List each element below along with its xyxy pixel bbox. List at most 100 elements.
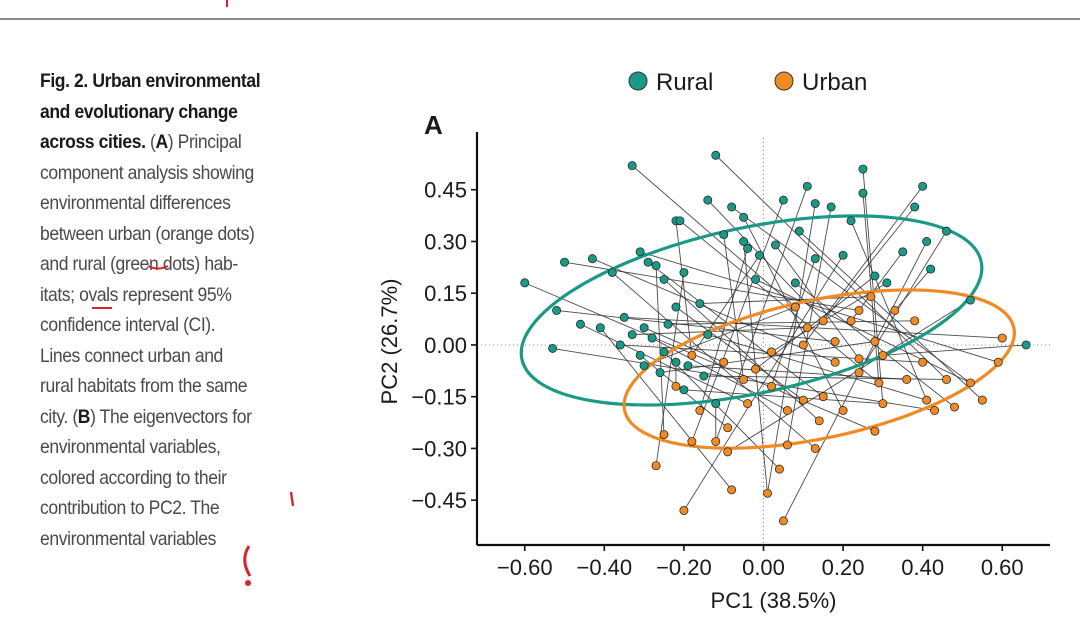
point-rural (942, 226, 951, 236)
caption-title-2: and evolutionary change (40, 100, 238, 123)
y-axis-title: PC2 (26.7%) (377, 279, 402, 405)
x-tick-label: −0.40 (576, 555, 632, 580)
x-tick-label: −0.20 (656, 555, 712, 580)
caption-line-12: city. (B) The eigenvectors for (40, 402, 310, 433)
connector-line (699, 248, 749, 411)
x-tick-label: 0.40 (901, 555, 944, 580)
point-rural (739, 212, 749, 222)
y-tick-label: 0.15 (424, 281, 467, 306)
point-urban (874, 378, 884, 388)
point-urban (778, 516, 788, 526)
point-urban (798, 340, 808, 350)
point-rural (615, 340, 625, 350)
point-urban (774, 464, 784, 474)
point-urban (782, 440, 792, 450)
connector-line (600, 327, 733, 491)
point-rural (778, 195, 788, 205)
point-rural (770, 240, 780, 250)
point-rural (794, 226, 804, 236)
connector-lines (524, 154, 1027, 522)
connector-line (862, 169, 884, 404)
connector-line (683, 389, 883, 405)
point-urban (743, 399, 753, 409)
point-rural (552, 306, 562, 315)
point-rural (548, 343, 558, 353)
connector-line (592, 258, 836, 363)
point-urban (866, 292, 876, 302)
connector-line (667, 320, 915, 325)
point-rural (635, 350, 645, 360)
data-points (520, 150, 1031, 526)
connector-line (699, 296, 871, 305)
caption-line-16: environmental variables (40, 527, 217, 550)
x-tick-label: 0.20 (822, 555, 865, 580)
caption-line-10: Lines connect urban and (40, 344, 223, 367)
connector-line (659, 341, 875, 373)
ellipse-95ci-urban (622, 288, 1016, 450)
point-urban (878, 350, 888, 360)
caption-line-6: between urban (orange dots) (40, 222, 255, 245)
x-tick-label: −0.60 (497, 555, 553, 580)
caption-title-3: across cities. (40, 131, 146, 153)
figure-caption: Fig. 2. Urban environmental and evolutio… (40, 66, 310, 554)
point-urban (830, 337, 840, 346)
point-rural (898, 247, 908, 257)
point-rural (1021, 340, 1031, 350)
point-rural (755, 250, 764, 260)
point-rural (727, 202, 737, 212)
point-rural (918, 181, 928, 191)
point-rural (751, 274, 760, 284)
point-urban (814, 416, 824, 426)
y-tick-label: −0.45 (411, 488, 467, 513)
point-urban (810, 443, 820, 453)
point-rural (719, 230, 729, 240)
point-urban (870, 426, 880, 436)
point-urban (751, 364, 760, 374)
point-rural (627, 161, 637, 171)
point-rural (810, 199, 820, 208)
point-rural (683, 361, 693, 371)
point-urban (767, 381, 776, 391)
caption-line-8: itats; ovals represent 95% (40, 283, 232, 306)
connector-line (850, 220, 928, 401)
x-tick-label: 0.00 (742, 555, 785, 580)
connector-line (643, 306, 796, 367)
legend-label-rural: Rural (656, 69, 713, 96)
point-urban (659, 430, 669, 440)
point-rural (643, 257, 653, 267)
point-rural (922, 237, 932, 246)
point-urban (854, 354, 864, 364)
red-pen-mark (226, 0, 228, 7)
point-urban (695, 406, 705, 415)
connector-line (524, 282, 876, 432)
ellipse-95ci-rural (519, 214, 984, 407)
point-rural (627, 330, 637, 340)
point-rural (655, 368, 665, 377)
caption-line-11: rural habitats from the same (40, 375, 248, 397)
point-rural (675, 216, 685, 226)
panel-a-ref: A (155, 131, 168, 153)
caption-line-4: component analysis showing (40, 161, 254, 184)
point-rural (576, 319, 585, 329)
y-tick-label: 0.45 (424, 178, 467, 203)
point-urban (870, 337, 880, 346)
caption-line-7: and rural (green dots) hab- (40, 253, 238, 275)
point-rural (607, 268, 617, 277)
point-rural (659, 274, 669, 284)
point-urban (719, 357, 729, 367)
point-urban (723, 447, 733, 457)
point-rural (651, 261, 661, 271)
point-urban (830, 357, 840, 367)
point-rural (663, 319, 673, 329)
point-urban (997, 333, 1007, 343)
point-rural (711, 399, 721, 409)
connector-line (743, 217, 844, 411)
connector-line (862, 193, 880, 383)
point-urban (651, 461, 661, 471)
figure-label: Fig. 2. (40, 70, 88, 92)
point-urban (838, 406, 848, 415)
point-urban (763, 488, 772, 498)
point-urban (878, 399, 888, 409)
axes: 0.45 0.30 0.15 0.00 −0.15 −0.30 −0.45 −0.60 −0.4… (377, 132, 1050, 613)
point-rural (882, 278, 892, 288)
